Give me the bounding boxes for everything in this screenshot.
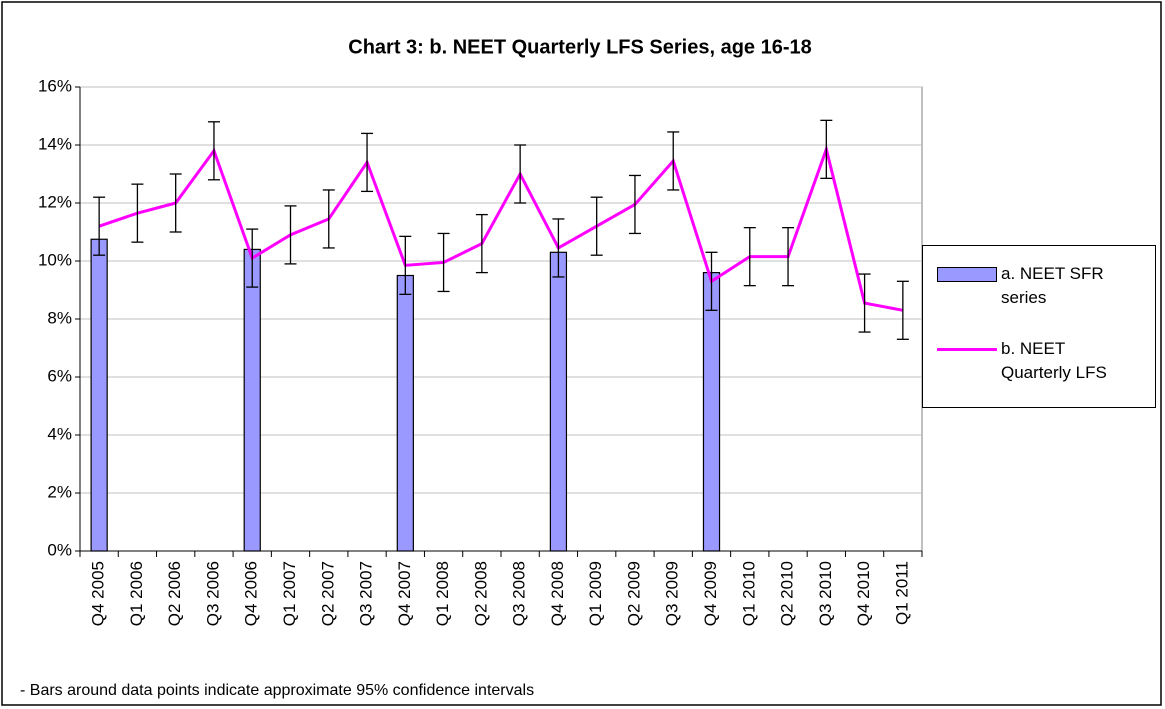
footnote: - Bars around data points indicate appro… xyxy=(20,682,534,699)
y-tick-label: 16% xyxy=(38,76,72,95)
legend-item: a. NEET SFR series xyxy=(931,262,1131,310)
error-bar xyxy=(628,174,641,235)
x-tick-label: Q1 2009 xyxy=(586,561,605,626)
x-tick-label: Q3 2006 xyxy=(203,561,222,626)
error-bar xyxy=(169,173,182,233)
x-tick-label: Q1 2011 xyxy=(892,561,911,625)
error-bar xyxy=(131,183,144,243)
error-bar xyxy=(590,196,603,256)
bar xyxy=(243,248,261,552)
bar xyxy=(90,238,108,552)
x-tick-label: Q4 2006 xyxy=(242,561,261,626)
x-tick-label: Q4 2007 xyxy=(395,561,414,626)
x-tick-label: Q3 2007 xyxy=(357,561,376,626)
legend-symbol xyxy=(931,262,1001,286)
bar xyxy=(396,274,414,552)
y-tick-label: 8% xyxy=(47,308,72,327)
error-bar xyxy=(896,280,909,340)
x-tick-label: Q3 2008 xyxy=(510,561,529,626)
error-bar xyxy=(207,121,220,181)
x-tick-label: Q1 2010 xyxy=(739,561,758,626)
bar xyxy=(549,251,568,552)
y-tick-label: 6% xyxy=(47,366,72,385)
x-tick-label: Q4 2005 xyxy=(89,561,108,626)
error-bar xyxy=(399,235,412,296)
error-bar xyxy=(743,226,756,287)
error-bar xyxy=(322,189,335,249)
x-tick-label: Q1 2006 xyxy=(127,561,146,626)
legend: a. NEET SFR series b. NEET Quarterly LFS xyxy=(922,245,1156,408)
x-tick-label: Q4 2009 xyxy=(701,561,720,626)
legend-item: b. NEET Quarterly LFS xyxy=(931,337,1131,385)
legend-symbol xyxy=(931,337,1001,361)
x-tick-label: Q2 2009 xyxy=(624,561,643,626)
error-bar xyxy=(361,132,374,193)
x-tick-label: Q4 2008 xyxy=(548,561,567,626)
x-tick-label: Q1 2008 xyxy=(433,561,452,626)
error-bar xyxy=(514,144,527,204)
chart-title: Chart 3: b. NEET Quarterly LFS Series, a… xyxy=(348,36,812,58)
error-bar xyxy=(246,228,259,288)
error-bar xyxy=(475,213,488,274)
legend-label: a. NEET SFR series xyxy=(1001,264,1104,307)
x-tick-label: Q2 2006 xyxy=(165,561,184,626)
x-tick-label: Q4 2010 xyxy=(854,561,873,626)
error-bar xyxy=(820,119,833,180)
x-tick-label: Q2 2008 xyxy=(471,561,490,626)
x-tick-label: Q2 2007 xyxy=(318,561,337,626)
x-tick-label: Q2 2010 xyxy=(778,561,797,626)
error-bar xyxy=(858,273,871,333)
y-tick-label: 0% xyxy=(47,540,72,559)
error-bar xyxy=(705,251,718,311)
error-bar xyxy=(93,196,106,256)
error-bar xyxy=(552,218,565,278)
error-bar xyxy=(667,131,680,191)
error-bar xyxy=(284,205,297,265)
y-tick-label: 4% xyxy=(47,424,72,443)
line xyxy=(98,144,904,312)
x-tick-label: Q1 2007 xyxy=(280,561,299,626)
legend-label: b. NEET Quarterly LFS xyxy=(1001,339,1107,382)
error-bar xyxy=(782,226,795,287)
y-tick-label: 2% xyxy=(47,482,72,501)
x-tick-label: Q3 2009 xyxy=(663,561,682,626)
y-tick-label: 14% xyxy=(38,134,72,153)
error-bar xyxy=(437,232,450,293)
y-tick-label: 10% xyxy=(38,250,72,269)
y-tick-label: 12% xyxy=(38,192,72,211)
bar xyxy=(702,272,721,552)
x-tick-label: Q3 2010 xyxy=(816,561,835,626)
